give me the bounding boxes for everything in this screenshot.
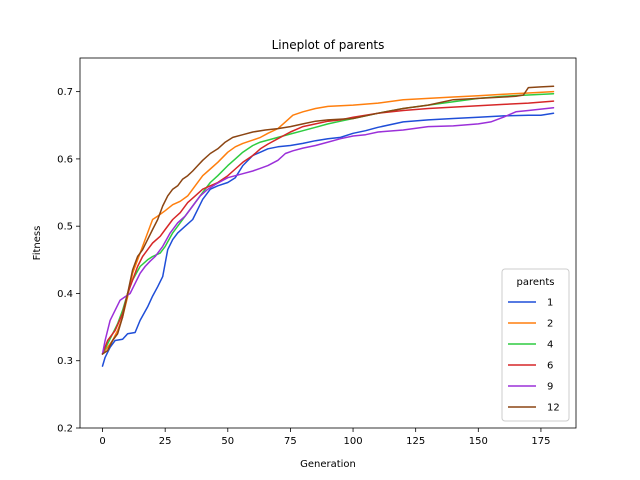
y-tick-label-0.6: 0.6 bbox=[57, 154, 73, 165]
x-tick-label-50: 50 bbox=[221, 436, 234, 447]
x-tick-label-100: 100 bbox=[344, 436, 363, 447]
x-axis: 0 25 50 75 100 125 150 175 bbox=[99, 428, 550, 447]
legend-title: parents bbox=[517, 277, 555, 288]
series-line-6 bbox=[101, 100, 555, 355]
series-line-12 bbox=[101, 85, 555, 355]
x-tick-label-175: 175 bbox=[531, 436, 550, 447]
y-axis: 0.2 0.3 0.4 0.5 0.6 0.7 bbox=[57, 87, 80, 435]
legend-label-12: 12 bbox=[547, 403, 560, 414]
y-tick-label-0.2: 0.2 bbox=[57, 424, 73, 435]
y-tick-label-0.3: 0.3 bbox=[57, 356, 73, 367]
x-tick-label-150: 150 bbox=[469, 436, 488, 447]
plot-frame bbox=[79, 57, 577, 429]
x-tick-label-0: 0 bbox=[99, 436, 105, 447]
legend-label-1: 1 bbox=[547, 298, 553, 309]
plot-area bbox=[101, 85, 555, 367]
y-tick-label-0.4: 0.4 bbox=[57, 289, 73, 300]
legend-label-4: 4 bbox=[547, 340, 553, 351]
series-line-2 bbox=[101, 90, 555, 355]
series-line-1 bbox=[101, 112, 555, 367]
legend-label-2: 2 bbox=[547, 319, 553, 330]
legend-label-6: 6 bbox=[547, 361, 553, 372]
series-line-9 bbox=[101, 107, 555, 355]
x-tick-label-25: 25 bbox=[159, 436, 172, 447]
x-tick-label-75: 75 bbox=[284, 436, 297, 447]
x-tick-label-125: 125 bbox=[406, 436, 425, 447]
chart-title: Lineplot of parents bbox=[272, 38, 385, 52]
y-tick-label-0.7: 0.7 bbox=[57, 87, 73, 98]
legend-box bbox=[501, 268, 570, 422]
legend-label-9: 9 bbox=[547, 382, 553, 393]
y-axis-label: Fitness bbox=[32, 226, 43, 261]
y-tick-label-0.5: 0.5 bbox=[57, 222, 73, 233]
x-axis-label: Generation bbox=[300, 459, 356, 470]
